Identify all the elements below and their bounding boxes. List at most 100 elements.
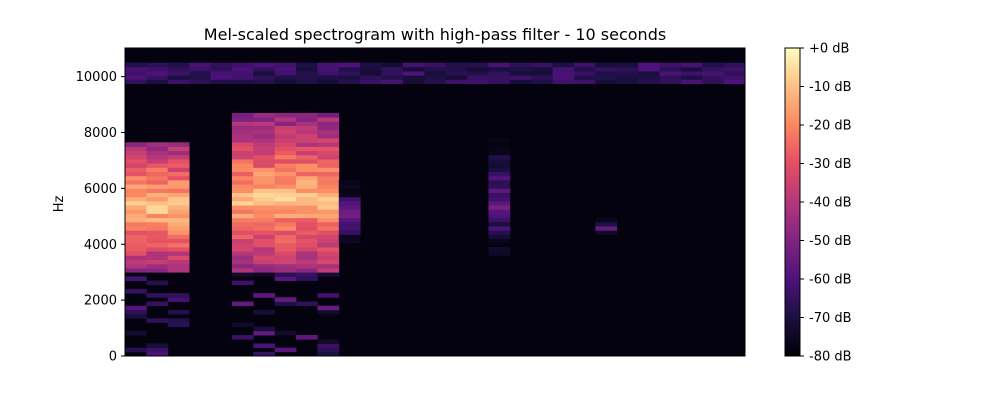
heatmap-cell — [488, 205, 511, 210]
heatmap-cell — [702, 75, 725, 80]
heatmap-cell — [488, 79, 511, 85]
heatmap-cell — [317, 117, 340, 122]
heatmap-cell — [231, 200, 254, 206]
heatmap-cell — [467, 66, 489, 72]
heatmap-cell — [274, 242, 297, 248]
heatmap-cell — [167, 205, 190, 210]
heatmap-cell — [296, 196, 318, 202]
heatmap-cell — [509, 71, 532, 76]
heatmap-cell — [231, 167, 254, 173]
heatmap-cell — [338, 71, 361, 76]
heatmap-cell — [274, 62, 297, 68]
heatmap-cell — [231, 171, 254, 177]
heatmap-cell — [146, 242, 169, 248]
heatmap-cell — [338, 205, 361, 210]
heatmap-cell — [317, 221, 340, 227]
heatmap-cell — [296, 129, 318, 135]
heatmap-cell — [274, 230, 297, 235]
heatmap-cell — [167, 188, 190, 193]
heatmap-cell — [189, 75, 211, 80]
heatmap-cell — [616, 75, 639, 80]
heatmap-cell — [317, 180, 340, 185]
heatmap-cell — [167, 150, 190, 156]
heatmap-cell — [146, 301, 169, 307]
heatmap-cell — [702, 62, 725, 68]
heatmap-cell — [509, 75, 532, 80]
heatmap-cell — [253, 180, 276, 185]
heatmap-cell — [125, 150, 147, 156]
heatmap-cell — [167, 180, 190, 185]
heatmap-cell — [253, 226, 276, 231]
heatmap-cell — [146, 62, 169, 68]
heatmap-cell — [317, 75, 340, 80]
heatmap-cell — [231, 154, 254, 160]
heatmap-cell — [467, 75, 489, 80]
heatmap-cell — [488, 221, 511, 227]
heatmap-cell — [146, 230, 169, 235]
heatmap-cell — [125, 276, 147, 281]
heatmap-cell — [296, 184, 318, 189]
heatmap-cell — [274, 121, 297, 126]
heatmap-cell — [317, 171, 340, 177]
heatmap-cell — [317, 163, 340, 168]
heatmap-cell — [488, 226, 511, 231]
heatmap-cell — [253, 62, 276, 68]
heatmap-cell — [274, 347, 297, 353]
heatmap-cell — [253, 154, 276, 160]
y-tick-label: 8000 — [84, 126, 117, 141]
heatmap-cell — [231, 75, 254, 80]
heatmap-cell — [167, 259, 190, 265]
heatmap-cell — [146, 213, 169, 219]
heatmap-cell — [231, 301, 254, 307]
heatmap-cell — [253, 150, 276, 156]
heatmap-cell — [338, 230, 361, 235]
heatmap-cell — [595, 230, 618, 235]
heatmap-cell — [595, 226, 618, 231]
heatmap-cell — [167, 293, 190, 298]
heatmap-cell — [125, 184, 147, 189]
heatmap-cell — [317, 133, 340, 139]
heatmap-cell — [296, 255, 318, 261]
heatmap-cell — [659, 66, 682, 72]
heatmap-cell — [125, 163, 147, 168]
heatmap-cell — [296, 150, 318, 156]
heatmap-cell — [274, 226, 297, 231]
heatmap-cell — [723, 75, 746, 80]
heatmap-cell — [488, 154, 511, 160]
heatmap-cell — [509, 66, 532, 72]
heatmap-cell — [317, 247, 340, 252]
heatmap-cell — [274, 71, 297, 76]
heatmap-cell — [296, 121, 318, 126]
heatmap-cell — [723, 71, 746, 76]
heatmap-cell — [338, 238, 361, 244]
heatmap-cell — [125, 159, 147, 164]
heatmap-cell — [488, 234, 511, 240]
heatmap-cell — [296, 117, 318, 122]
heatmap-cell — [488, 209, 511, 214]
heatmap-cell — [146, 180, 169, 185]
heatmap-cell — [274, 133, 297, 139]
heatmap-cell — [317, 217, 340, 223]
heatmap-cell — [125, 309, 147, 315]
heatmap-cell — [274, 301, 297, 307]
y-axis-label: Hz — [52, 196, 67, 213]
heatmap-cell — [338, 196, 361, 202]
heatmap-cell — [167, 322, 190, 328]
heatmap-cell — [274, 200, 297, 206]
heatmap-cell — [125, 79, 147, 85]
heatmap-cell — [360, 71, 382, 76]
heatmap-cell — [253, 247, 276, 252]
heatmap-cell — [531, 75, 553, 80]
heatmap-cell — [317, 255, 340, 261]
heatmap-cell — [253, 251, 276, 256]
heatmap-cell — [488, 171, 511, 177]
heatmap-cell — [253, 217, 276, 223]
spectrogram-heatmap — [125, 48, 746, 357]
heatmap-cell — [231, 146, 254, 152]
heatmap-cell — [146, 159, 169, 164]
heatmap-cell — [189, 79, 211, 85]
heatmap-cell — [167, 230, 190, 235]
heatmap-cell — [231, 159, 254, 164]
heatmap-cell — [253, 138, 276, 143]
heatmap-cell — [274, 188, 297, 193]
